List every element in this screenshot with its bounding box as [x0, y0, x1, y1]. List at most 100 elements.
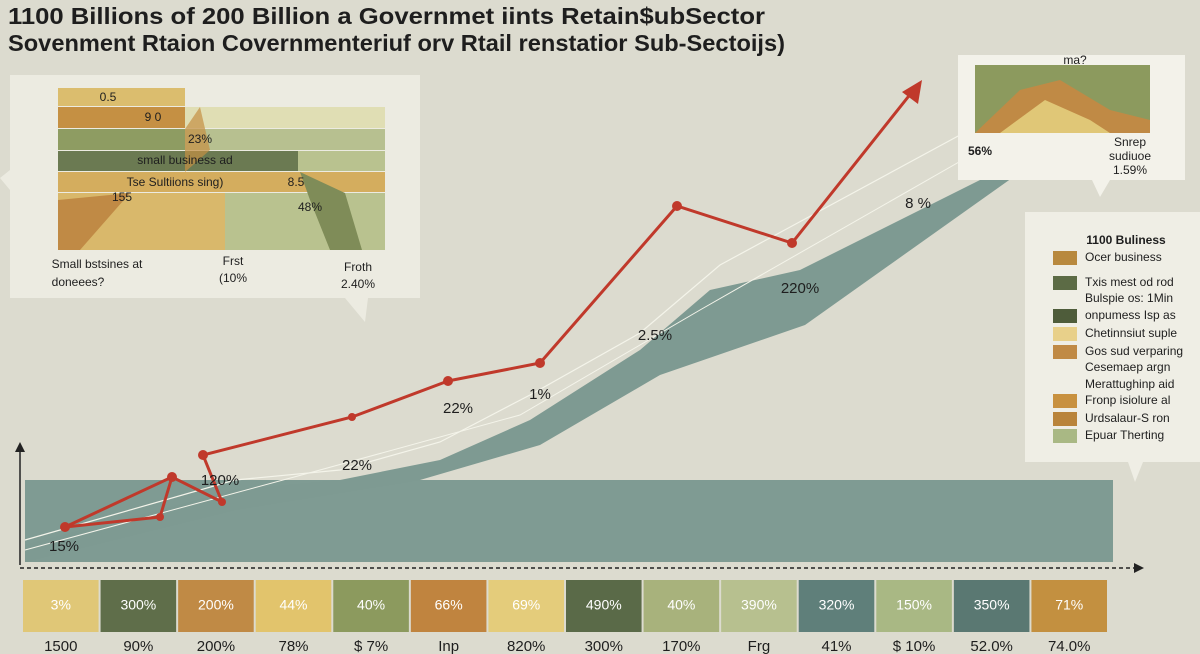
point — [156, 513, 164, 521]
strip-label: 300% — [120, 597, 156, 613]
legend-label: onpumess Isp as — [1085, 308, 1176, 322]
legend-label: Chetinnsiut suple — [1085, 326, 1177, 340]
panel-shape — [58, 193, 130, 250]
point — [535, 358, 545, 368]
panel-note: sudiuoe — [1109, 149, 1151, 163]
title-line: Sovenment Rtaion Covernmenteriuf orv Rta… — [8, 30, 785, 56]
panel-label: 48% — [298, 200, 322, 214]
legend-swatch — [1053, 327, 1077, 341]
legend-label: Fronp isiolure al — [1085, 393, 1170, 407]
panel-chart — [1000, 100, 1110, 133]
panel-label: Tse Sultiions sing) — [127, 175, 224, 189]
panel-label: small business ad — [137, 153, 232, 167]
point — [167, 472, 177, 482]
legend-swatch — [1053, 394, 1077, 408]
strip-label: 150% — [896, 597, 932, 613]
point — [218, 498, 226, 506]
title-line: 1100 Billions of 200 Billion a Governmet… — [8, 3, 765, 29]
axis-arrow — [15, 442, 25, 452]
panel-label: 23% — [188, 132, 212, 146]
footer-label: $ 7% — [354, 638, 388, 654]
point — [348, 413, 356, 421]
legend-swatch — [1053, 345, 1077, 359]
strip-cell — [178, 580, 254, 632]
legend-label: Cesemaep argn — [1085, 360, 1170, 374]
footer-label: 52.0% — [970, 638, 1013, 654]
trend-arrow — [902, 80, 922, 104]
legend-label: Txis mest od rod — [1085, 275, 1174, 289]
panel-row — [58, 129, 185, 150]
left-panel — [0, 75, 420, 322]
panel-value: 56% — [968, 144, 992, 158]
legend-label: Merattughinp aid — [1085, 377, 1174, 391]
chart-label: 220% — [781, 280, 819, 297]
footer-label: $ 10% — [893, 638, 936, 654]
panel-label: (10% — [219, 271, 247, 285]
point — [198, 450, 208, 460]
trend-line — [64, 91, 914, 529]
strip-label: 390% — [741, 597, 777, 613]
strip-cell — [953, 580, 1030, 632]
chart-label: 22% — [443, 400, 473, 417]
strip-cell — [876, 580, 952, 632]
strip-cell — [798, 580, 875, 632]
point — [672, 201, 682, 211]
footer-label: Inp — [438, 638, 459, 654]
strip-label: 40% — [667, 597, 695, 613]
panel-label: 2.40% — [341, 277, 375, 291]
strip-cell — [488, 580, 564, 632]
chart-label: 1% — [529, 386, 551, 403]
panel-label: ma? — [1063, 53, 1087, 67]
strip-label: 200% — [198, 597, 234, 613]
panel-label: 8.5 — [288, 175, 305, 189]
legend-swatch — [1053, 412, 1077, 426]
chart-label: 15% — [49, 538, 79, 555]
panel-row — [58, 107, 185, 128]
point — [443, 376, 453, 386]
chart-label: 22% — [342, 457, 372, 474]
panel-row — [185, 107, 385, 128]
legend-label: Ocer business — [1085, 250, 1162, 264]
footer-label: 90% — [123, 638, 153, 654]
right-panel — [958, 55, 1185, 197]
footer-label: Frg — [748, 638, 771, 654]
legend-swatch — [1053, 429, 1077, 443]
panel-label: 0.5 — [100, 90, 117, 104]
panel-note: 1.59% — [1113, 163, 1147, 177]
trend-points — [60, 201, 797, 532]
strip-cell — [410, 580, 487, 632]
strip-cell — [255, 580, 332, 632]
footer-label: 78% — [278, 638, 308, 654]
strip-cell — [566, 580, 642, 632]
panel-label: Small bstsines at — [52, 257, 143, 271]
footer-label: 1500 — [44, 638, 77, 654]
strip-cell — [721, 580, 797, 632]
strip-label: 3% — [51, 597, 71, 613]
chart-label: 2.5% — [638, 327, 672, 344]
strip-cell — [643, 580, 720, 632]
footer-label: 41% — [821, 638, 851, 654]
point — [787, 238, 797, 248]
panel-shape — [185, 107, 210, 172]
strip-label: 66% — [435, 597, 463, 613]
panel-label: 9 0 — [145, 110, 162, 124]
strip-cell — [23, 580, 99, 632]
legend-label: Urdsalaur-S ron — [1085, 411, 1170, 425]
legend-label: Gos sud verparing — [1085, 344, 1183, 358]
panel-row — [58, 151, 298, 171]
strip-label: 40% — [357, 597, 385, 613]
axis-arrow — [1134, 563, 1144, 573]
panel-label: Froth — [344, 260, 372, 274]
strip-cell — [100, 580, 177, 632]
panel-shape — [300, 172, 362, 250]
footer-label: 200% — [197, 638, 235, 654]
panel-label: doneees? — [52, 275, 105, 289]
panel-row — [58, 88, 185, 106]
footer-label: 74.0% — [1048, 638, 1091, 654]
chart-label: 120% — [201, 472, 239, 489]
strip-label: 44% — [279, 597, 307, 613]
legend-title: 1100 Buliness — [1086, 233, 1166, 247]
panel-label: 155 — [112, 190, 132, 204]
strip-label: 490% — [586, 597, 622, 613]
legend-swatch — [1053, 309, 1077, 323]
